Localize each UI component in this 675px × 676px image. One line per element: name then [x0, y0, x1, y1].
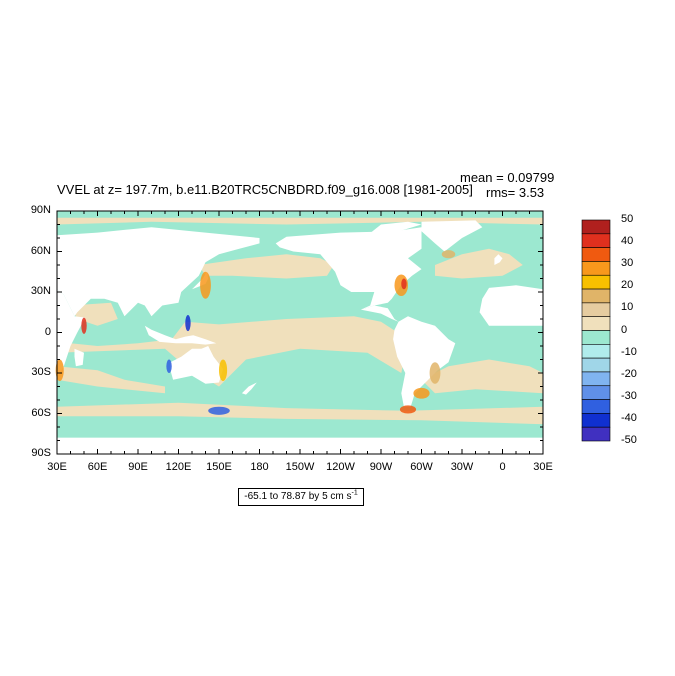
colorbar-swatch — [581, 344, 611, 359]
colorbar-label: 20 — [621, 279, 634, 292]
contour-range-label: -65.1 to 78.87 by 5 cm s-1 — [238, 488, 364, 506]
colorbar-swatch — [581, 426, 611, 442]
range-unit-exponent: -1 — [351, 489, 358, 497]
colorbar-swatch — [581, 357, 611, 373]
latitude-label: 90S — [31, 447, 51, 459]
colorbar-swatch — [581, 385, 611, 400]
land-australia — [170, 346, 224, 384]
positive-region-north-atlantic — [435, 248, 523, 279]
land-nz — [241, 382, 257, 395]
gulf-stream-core — [401, 278, 407, 290]
colorbar-swatch — [581, 274, 611, 290]
land-madagascar — [74, 348, 84, 367]
land-africa — [57, 289, 86, 378]
longitude-label: 90W — [369, 461, 393, 473]
positive-region-south-pacific — [57, 316, 408, 387]
mindanao-current — [185, 314, 191, 332]
colorbar-swatch — [581, 219, 611, 235]
positive-region-north-pacific — [198, 254, 334, 279]
kuroshio-current — [200, 271, 211, 299]
latitude-label: 60S — [31, 406, 51, 419]
mean-label: mean = 0.09799 — [460, 170, 555, 185]
positive-region-south-indian — [57, 366, 165, 394]
colorbar-label: -10 — [621, 345, 637, 358]
colorbar-swatch — [581, 247, 611, 262]
land-south-america — [393, 316, 456, 407]
malvinas-current — [413, 387, 430, 399]
colorbar-label: 30 — [621, 257, 634, 270]
latitude-label: 30N — [30, 285, 51, 297]
land-africa-east — [479, 285, 543, 326]
land-uk — [494, 254, 503, 265]
colorbar-swatch — [581, 371, 611, 387]
land-greenland — [421, 220, 483, 252]
colorbar-label: -40 — [621, 411, 637, 424]
latitude-label: 90N — [30, 204, 51, 216]
land-central-america — [360, 305, 399, 322]
labrador-sea — [441, 250, 456, 259]
colorbar-swatch — [581, 413, 611, 428]
map-field — [55, 211, 543, 454]
land-arctic-archipelago — [367, 221, 422, 236]
colorbar-swatch — [581, 330, 611, 345]
colorbar — [581, 219, 611, 442]
colorbar-swatch — [581, 316, 611, 331]
latitude-label: 30S — [31, 366, 51, 378]
longitude-label: 120E — [165, 461, 192, 473]
longitude-label: 60W — [410, 461, 433, 473]
positive-region-southern-ocean — [57, 402, 543, 425]
colorbar-label: 0 — [621, 323, 628, 336]
acc-south-pacific — [208, 406, 230, 415]
colorbar-label: 40 — [621, 235, 634, 248]
east-australian-current — [219, 359, 228, 382]
colorbar-label: 10 — [621, 301, 634, 314]
rms-label: rms= 3.53 — [486, 185, 545, 200]
acc-drake — [399, 405, 417, 414]
colorbar-label: -50 — [621, 434, 637, 446]
longitude-label: 150E — [206, 461, 232, 473]
land-eurasia — [57, 227, 260, 317]
colorbar-swatch — [581, 233, 611, 248]
positive-region-arctic — [57, 217, 543, 225]
map-frame — [56, 210, 544, 455]
colorbar-swatch — [581, 288, 611, 304]
brazil-current — [429, 362, 441, 384]
longitude-label: 30E — [47, 461, 67, 473]
colorbar-label: -20 — [621, 367, 637, 380]
colorbar-swatch — [581, 399, 611, 414]
agulhas-current — [55, 359, 64, 382]
land-north-america — [275, 227, 422, 310]
longitude-label: 120W — [326, 461, 355, 473]
colorbar-label: -30 — [621, 389, 637, 402]
somali-current — [81, 317, 87, 334]
longitude-label: 30W — [450, 461, 474, 473]
leeuwin-current — [166, 359, 172, 373]
plot-title: VVEL at z= 197.7m, b.e11.B20TRC5CNBDRD.f… — [57, 182, 473, 197]
colorbar-label: 50 — [621, 213, 634, 225]
longitude-label: 30E — [533, 461, 553, 473]
longitude-label: 180 — [250, 461, 269, 473]
latitude-label: 0 — [44, 325, 51, 338]
colorbar-swatch — [581, 302, 611, 317]
range-text: -65.1 to 78.87 by 5 cm s — [244, 491, 352, 502]
positive-region-south-atlantic — [421, 359, 543, 394]
colorbar-swatch — [581, 261, 611, 276]
longitude-label: 60E — [87, 461, 108, 473]
latitude-label: 60N — [30, 244, 51, 257]
longitude-label: 90E — [128, 461, 148, 473]
land-indonesia — [144, 325, 217, 345]
longitude-label: 0 — [499, 461, 506, 473]
longitude-label: 150W — [285, 461, 315, 473]
